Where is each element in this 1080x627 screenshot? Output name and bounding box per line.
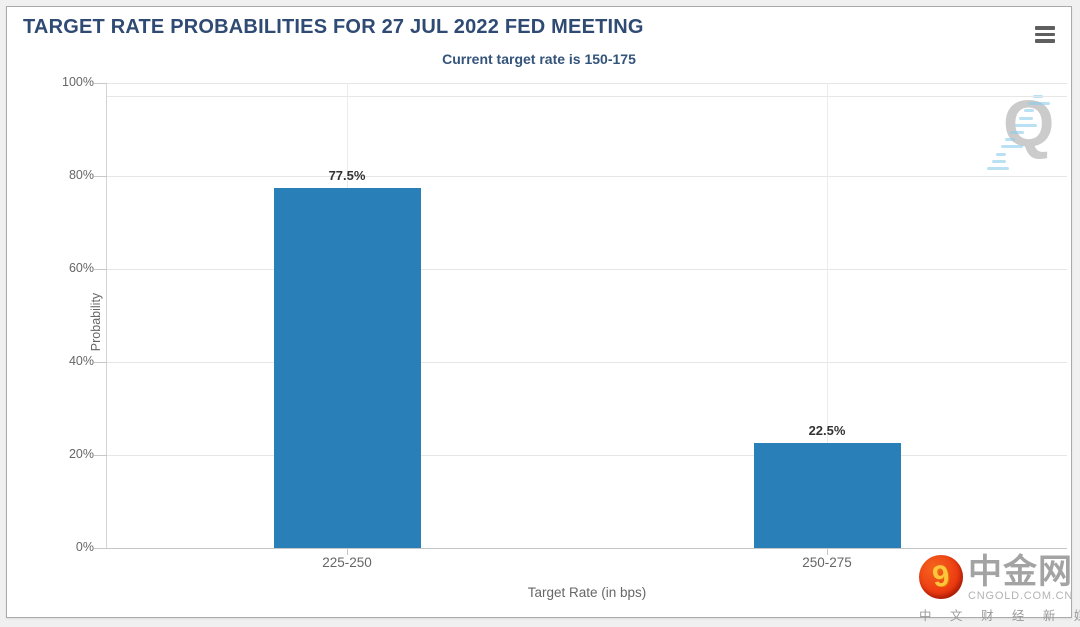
- x-gridline: [826, 83, 828, 548]
- bar-250-275[interactable]: [753, 443, 901, 548]
- chart-title: TARGET RATE PROBABILITIES FOR 27 JUL 202…: [23, 16, 644, 38]
- cngold-logo-tagline: 中 文 财 经 新 媒 体: [919, 609, 1080, 623]
- y-gridline: [107, 361, 1067, 363]
- y-tick-label: 0%: [75, 540, 94, 554]
- x-tick: [346, 549, 348, 555]
- cngold-logo-name: 中金网: [968, 553, 1073, 591]
- y-tick: [94, 547, 107, 549]
- cngold-swirl-icon: 9: [930, 559, 952, 595]
- x-tick-label: 225-250: [322, 555, 372, 570]
- y-gridline-secondary: [107, 96, 1067, 97]
- bar-225-250[interactable]: [273, 187, 421, 548]
- cngold-logo-icon: 9: [919, 555, 963, 599]
- chart-menu-button[interactable]: [1035, 26, 1057, 44]
- y-tick: [94, 361, 107, 363]
- y-tick: [94, 268, 107, 270]
- cngold-logo: 9 中金网 CNGOLD.COM.CN 中 文 财 经 新 媒 体: [919, 555, 1080, 624]
- y-tick-label: 80%: [68, 168, 94, 182]
- y-tick: [94, 175, 107, 177]
- hamburger-icon: [1035, 26, 1055, 30]
- x-axis-title: Target Rate (in bps): [527, 585, 647, 600]
- y-tick: [94, 82, 107, 84]
- chart-subtitle: Current target rate is 150-175: [442, 51, 636, 67]
- hamburger-icon: [1035, 32, 1055, 36]
- y-gridline: [107, 454, 1067, 456]
- y-gridline: [107, 82, 1067, 84]
- y-tick: [94, 454, 107, 456]
- bar-value-label: 77.5%: [328, 167, 366, 183]
- y-tick-label: 100%: [62, 75, 94, 89]
- y-tick-label: 60%: [68, 261, 94, 275]
- y-tick-label: 40%: [68, 354, 94, 368]
- x-tick-label: 250-275: [802, 555, 852, 570]
- x-tick: [826, 549, 828, 555]
- y-gridline: [107, 268, 1067, 270]
- y-gridline: [107, 175, 1067, 177]
- cngold-logo-domain: CNGOLD.COM.CN: [968, 590, 1074, 602]
- hamburger-icon: [1035, 39, 1055, 43]
- bar-value-label: 22.5%: [808, 423, 846, 439]
- plot-area: Probability Target Rate (in bps) 0% 20% 40…: [62, 75, 1067, 600]
- y-tick-label: 20%: [68, 447, 94, 461]
- fedwatch-chart-card: TARGET RATE PROBABILITIES FOR 27 JUL 202…: [6, 6, 1080, 623]
